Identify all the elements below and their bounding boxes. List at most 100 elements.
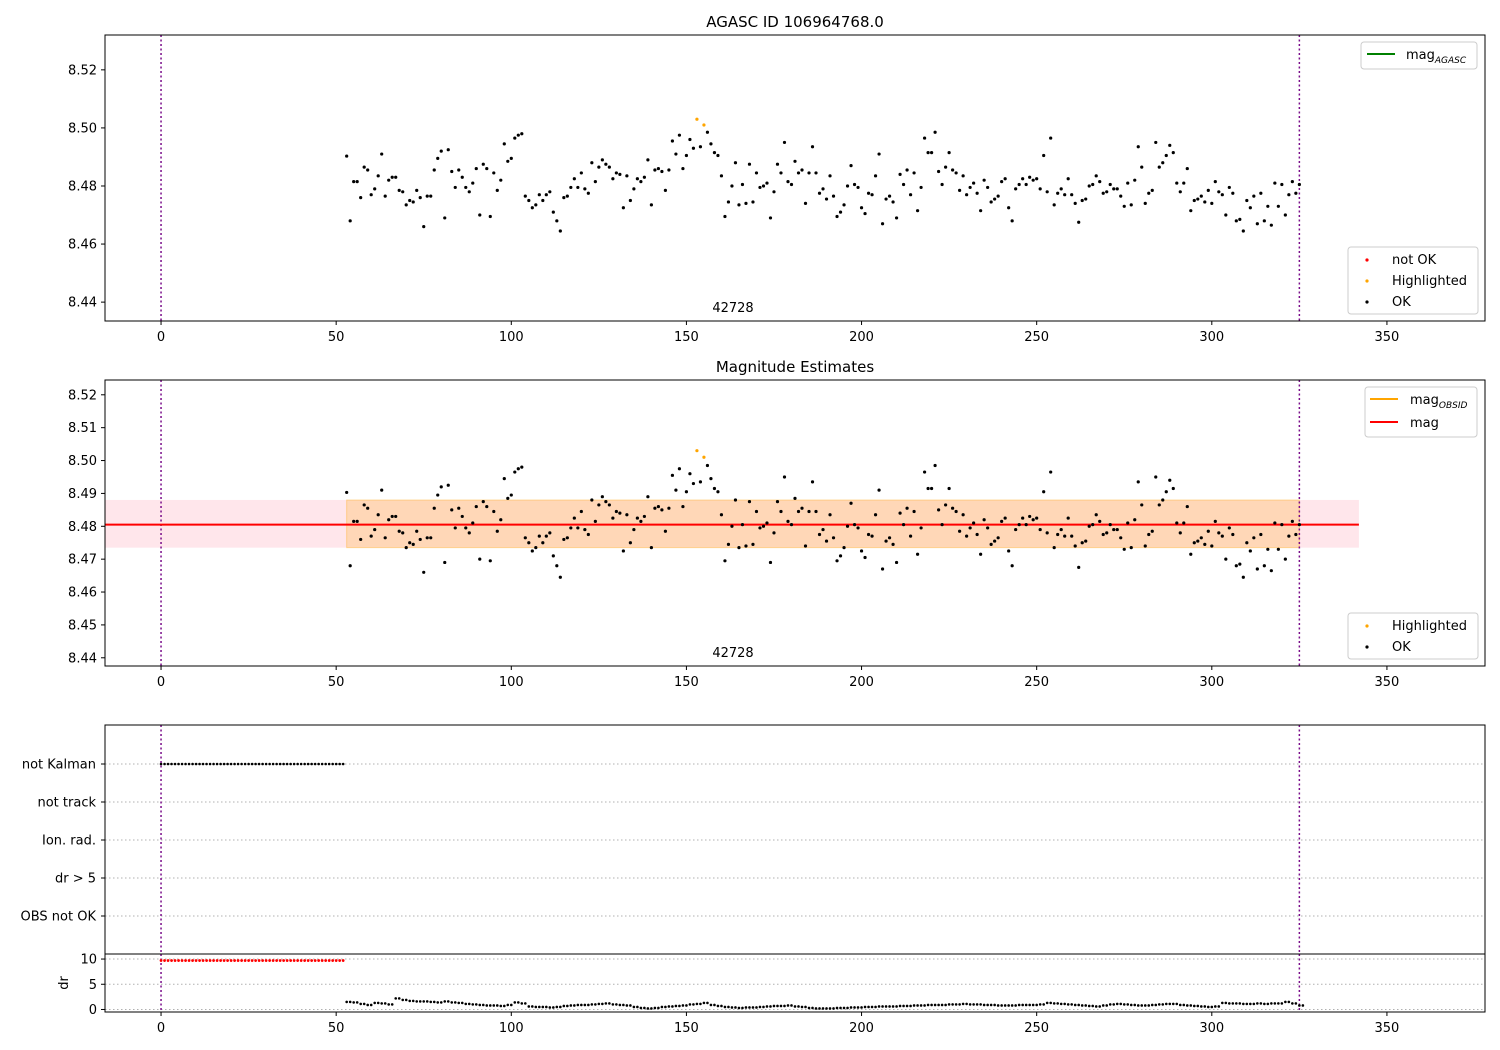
mag-point-ok: [986, 526, 990, 530]
agasc-point-ok: [937, 169, 941, 174]
dr-point: [1035, 1003, 1038, 1007]
mag-point-ok: [642, 514, 646, 519]
mag-point-ok: [951, 506, 955, 510]
not-kalman-point: [243, 762, 247, 766]
agasc-point-ok: [1290, 180, 1294, 184]
mag-point-ok: [1129, 546, 1133, 550]
agasc-point-ok: [558, 229, 562, 233]
dr-point: [1199, 1005, 1203, 1008]
agasc-point-highlighted: [695, 117, 699, 121]
dr-point: [1175, 1002, 1179, 1006]
dr-point: [905, 1004, 909, 1008]
dr-point: [1284, 1000, 1287, 1004]
agasc-point-ok: [639, 180, 643, 184]
agasc-point-ok: [677, 133, 682, 137]
not-kalman-point: [313, 762, 317, 766]
agasc-point-ok: [649, 203, 653, 207]
agasc-point-ok: [954, 171, 958, 175]
not-kalman-point: [247, 762, 250, 766]
agasc-point-ok: [425, 194, 429, 198]
agasc-point-ok: [944, 165, 948, 169]
agasc-point-ok: [1252, 194, 1256, 198]
not-kalman-point: [268, 762, 271, 766]
dr-point: [1140, 1004, 1144, 1007]
dr-point: [622, 1003, 625, 1007]
agasc-point-ok: [817, 191, 822, 195]
dr-point: [562, 1004, 566, 1008]
mag-point-ok: [965, 534, 969, 538]
magnitude-estimates-title: Magnitude Estimates: [716, 358, 874, 376]
dr-point: [520, 1002, 524, 1005]
not-kalman-point: [201, 762, 205, 766]
mag-point-ok: [443, 560, 447, 565]
dr-point: [793, 1005, 797, 1008]
dr-high-point: [198, 959, 201, 962]
not-kalman-point: [177, 762, 180, 766]
mag-point-ok: [1098, 519, 1102, 523]
agasc-xtick-label-50: 50: [328, 330, 345, 345]
mag-point-ok: [716, 490, 720, 494]
agasc-point-ok: [457, 168, 461, 172]
dr-point: [1007, 1004, 1010, 1007]
dr-point: [390, 1003, 394, 1006]
agasc-point-ok: [1098, 180, 1102, 184]
agasc-point-ok: [1052, 203, 1056, 207]
flag-row-label: Ion. rad.: [42, 834, 96, 849]
agasc-point-ok: [1129, 203, 1133, 207]
dr-high-point: [278, 959, 282, 962]
agasc-point-ok: [621, 206, 625, 210]
dr-point: [383, 1002, 387, 1005]
agasc-point-ok: [376, 174, 380, 178]
dr-point: [1010, 1004, 1014, 1007]
agasc-point-ok: [884, 197, 888, 201]
mag-point-ok: [912, 509, 916, 514]
legend2-ok-marker: [1365, 645, 1369, 649]
agasc-point-ok: [789, 182, 794, 187]
agasc-point-ok: [933, 130, 937, 134]
agasc-point-ok: [698, 145, 703, 149]
dr-high-point: [159, 959, 163, 962]
dr-point: [615, 1003, 618, 1006]
dr-point: [933, 1003, 937, 1007]
dr-point: [975, 1003, 979, 1006]
dr-point: [1224, 1001, 1228, 1005]
agasc-point-ok: [369, 193, 373, 197]
agasc-point-ok: [1266, 204, 1270, 208]
dr-point: [688, 1003, 692, 1006]
agasc-point-ok: [667, 168, 671, 172]
dr-point: [940, 1003, 944, 1007]
dr-xtick-label-350: 350: [1375, 1021, 1400, 1036]
not-kalman-point: [317, 762, 320, 766]
not-kalman-point: [198, 762, 201, 766]
dr-point: [916, 1004, 919, 1007]
dr-point: [625, 1004, 629, 1007]
dr-point: [1154, 1003, 1158, 1007]
mag-point-ok: [1297, 523, 1301, 527]
mag-point-ok: [607, 503, 611, 507]
dr-xtick-label-200: 200: [849, 1021, 874, 1036]
dr-point: [748, 1006, 751, 1009]
mag-point-ok: [495, 529, 499, 533]
mag-point-ok: [572, 516, 576, 520]
dr-point: [884, 1005, 888, 1008]
mag-point-ok: [933, 463, 937, 468]
dr-point: [1171, 1002, 1175, 1006]
mag-point-ok: [632, 527, 636, 532]
mag-point-ok: [579, 509, 583, 514]
agasc-point-ok: [688, 137, 692, 142]
dr-point: [1192, 1004, 1196, 1008]
dr-point: [587, 1003, 590, 1007]
agasc-point-ok: [842, 203, 846, 207]
dr-point: [898, 1004, 902, 1008]
mag-point-ok: [779, 509, 783, 514]
mag-point-ok: [1255, 567, 1259, 571]
dr-point: [678, 1004, 681, 1008]
mag-point-ok: [562, 537, 566, 542]
agasc-point-ok: [590, 161, 594, 165]
dr-point: [695, 1002, 699, 1006]
dr-point: [762, 1005, 765, 1009]
dr-high-point: [257, 959, 261, 962]
not-kalman-point: [320, 762, 324, 766]
dr-point: [1045, 1001, 1049, 1005]
agasc-point-ok: [831, 194, 836, 198]
